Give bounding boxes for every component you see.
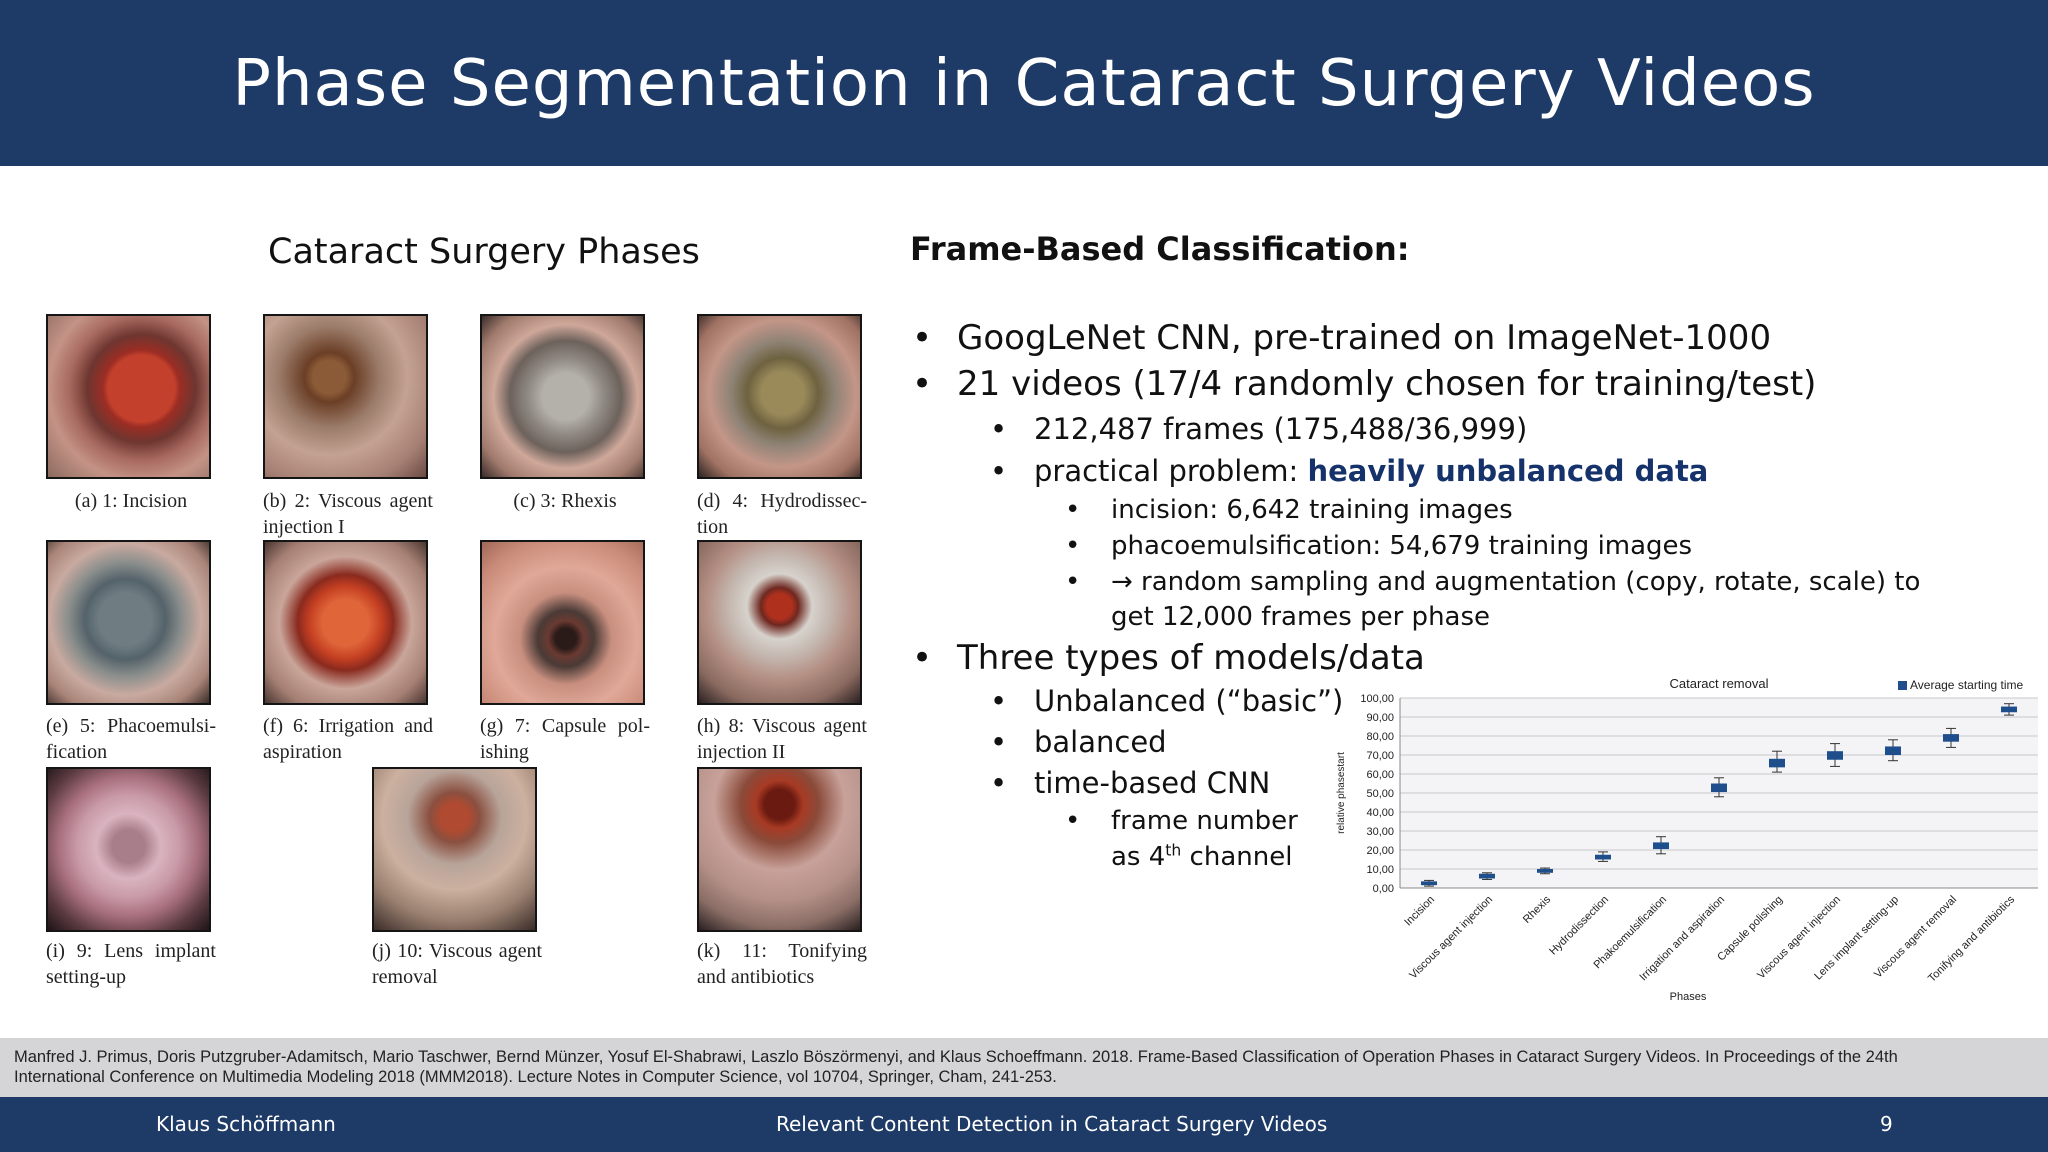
bullet-item: • phacoemulsification: 54,679 training im… [1065,531,1693,561]
footer-talk-title: Relevant Content Detection in Cataract S… [776,1112,1328,1136]
chart-y-tick-label: 10,00 [1366,864,1394,876]
chart-x-tick-label: Incision [1402,894,1437,929]
bullet-item: • frame number [1065,806,1298,836]
chart-title: Cataract removal [1670,676,1769,691]
chart-y-tick-label: 30,00 [1366,826,1394,838]
chart-box [1421,881,1437,886]
footer-author: Klaus Schöffmann [156,1112,336,1136]
bullet-item: • practical problem: heavily unbalanced d… [990,454,1709,488]
phase-photo-viscous-agent-removal [372,767,537,932]
slide-header: Phase Segmentation in Cataract Surgery V… [0,0,2048,166]
chart-y-tick-label: 40,00 [1366,807,1394,819]
footer-page-number: 9 [1880,1112,1893,1136]
chart-y-tick-label: 60,00 [1366,769,1394,781]
phase-caption: (f) 6: Irrigation and aspiration [263,715,433,763]
bullet-item: • 212,487 frames (175,488/36,999) [990,412,1528,446]
phase-caption: (i) 9: Lens implant setting-up [46,940,216,988]
bullet-item: • → random sampling and augmentation (cop… [1065,567,1921,597]
chart-y-tick-label: 0,00 [1373,883,1394,895]
bullet-item: • Unbalanced (“basic”) [990,684,1344,718]
chart-x-tick-label: Hydrodissection [1547,894,1611,958]
chart-y-tick-label: 50,00 [1366,788,1394,800]
phase-photo-incision [46,314,211,479]
citation: Manfred J. Primus, Doris Putzgruber-Adam… [0,1038,2048,1098]
bullet-item: • Three types of models/data [912,638,1425,678]
phase-caption: (j) 10: Viscous agent removal [372,940,542,988]
chart-box [1537,869,1553,873]
phase-photo-viscous-agent-injection-1 [263,314,428,479]
phase-photo-irrigation-aspiration [263,540,428,705]
chart-legend-swatch [1898,681,1907,690]
chart-box [1711,783,1727,793]
chart-box [1595,854,1611,860]
chart-box [2001,706,2017,713]
slide-footer: Klaus Schöffmann Relevant Content Detect… [0,1097,2048,1152]
phase-photo-hydrodissection [697,314,862,479]
chart-y-tick-label: 100,00 [1360,693,1394,705]
chart-x-tick-label: Rhexis [1521,893,1554,926]
chart-box [1943,734,1959,742]
slide-title: Phase Segmentation in Cataract Surgery V… [232,47,1816,121]
phase-caption: (a) 1: Incision [74,490,188,512]
citation-line: International Conference on Multimedia M… [14,1068,1057,1086]
phase-caption: (k) 11: Tonifying and antibiotics [697,940,867,988]
bullet-item: • GoogLeNet CNN, pre-trained on ImageNet-… [912,318,1772,358]
bullet-item: • balanced [990,725,1167,759]
phase-caption: (g) 7: Capsule pol- ishing [480,715,650,763]
chart-box [1653,842,1669,850]
phase-photo-rhexis [480,314,645,479]
chart-y-tick-label: 20,00 [1366,845,1394,857]
phase-start-chart: 0,00 10,00 20,00 30,00 40,00 50,00 60,00 70,00 8… [1336,676,2038,1003]
citation-line: Manfred J. Primus, Doris Putzgruber-Adam… [14,1048,1898,1066]
chart-box [1769,758,1785,768]
bullet-item: • time-based CNN [990,766,1271,800]
chart-y-tick-label: 90,00 [1366,712,1394,724]
phase-caption: (h) 8: Viscous agent injection II [697,715,867,763]
phase-photo-lens-implant [46,767,211,932]
section-title: Frame-Based Classification: [910,230,1410,268]
phases-figure-title: Cataract Surgery Phases [268,232,700,272]
chart-y-tick-label: 70,00 [1366,750,1394,762]
phase-photo-capsule-polishing [480,540,645,705]
phase-photo-tonifying-antibiotics [697,767,862,932]
highlight-text: heavily unbalanced data [1307,454,1709,488]
chart-box [1885,746,1901,755]
chart-y-axis-label: relative phasestart [1336,752,1347,834]
phase-caption: (e) 5: Phacoemulsi- fication [46,715,216,763]
phase-photo-phacoemulsification [46,540,211,705]
chart-y-tick-label: 80,00 [1366,731,1394,743]
chart-box [1827,751,1843,760]
chart-box [1479,873,1495,879]
phase-caption: (c) 3: Rhexis [513,490,617,512]
bullet-continuation: get 12,000 frames per phase [1111,602,1491,632]
chart-x-axis-label: Phases [1670,991,1707,1003]
bullet-item: • incision: 6,642 training images [1065,495,1513,525]
phase-caption: (b) 2: Viscous agent injection I [263,490,433,538]
phase-caption: (d) 4: Hydrodissec- tion [697,490,867,538]
bullet-continuation: as 4th channel [1111,841,1293,872]
phase-photo-viscous-agent-injection-2 [697,540,862,705]
chart-legend-label: Average starting time [1910,678,2023,692]
bullet-item: • 21 videos (17/4 randomly chosen for tra… [912,364,1817,404]
